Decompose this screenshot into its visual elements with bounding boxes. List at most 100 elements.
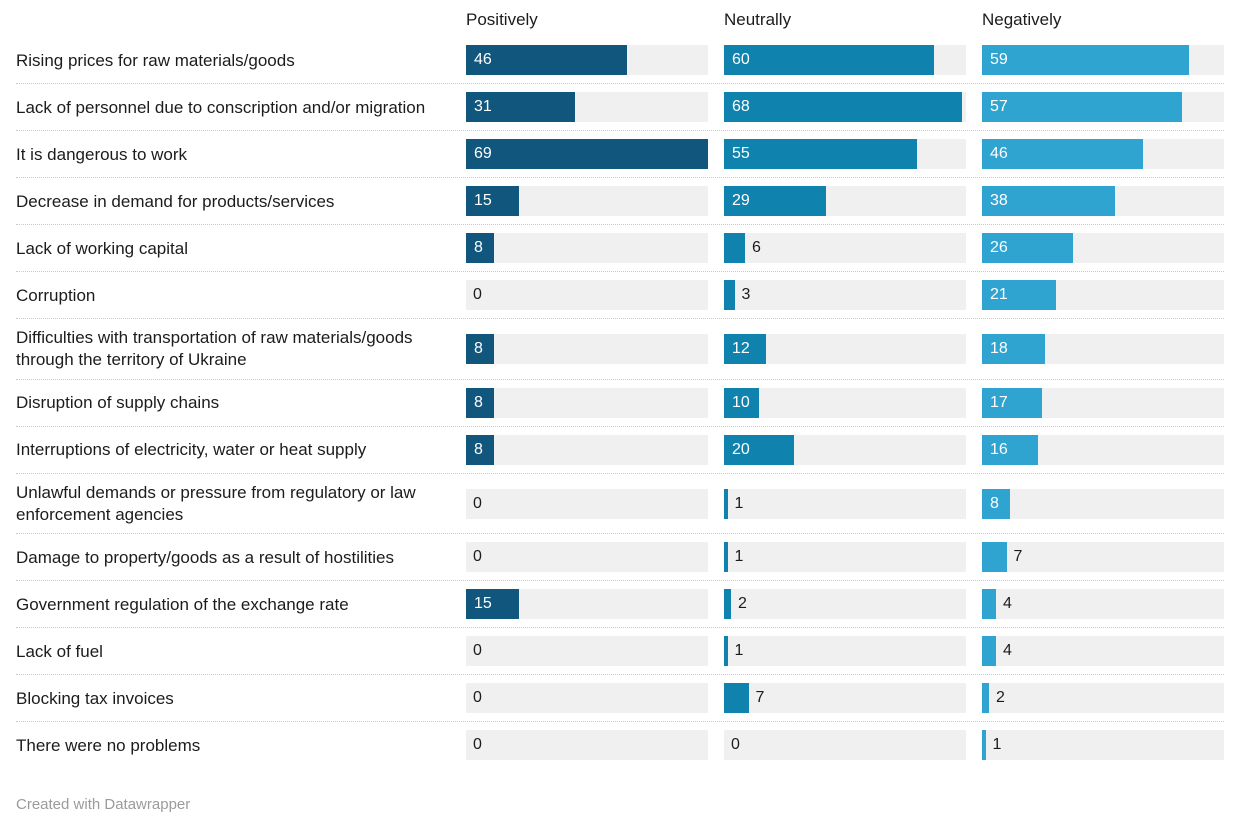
bar-track: 18 <box>982 334 1224 365</box>
bar-cell-neutrally: 6 <box>724 233 966 264</box>
bar-negatively[interactable] <box>982 730 986 761</box>
bar-negatively[interactable] <box>982 233 1074 264</box>
bar-negatively[interactable] <box>982 92 1182 123</box>
bar-value-label: 2 <box>738 595 747 613</box>
bar-cell-negatively: 1 <box>982 730 1224 761</box>
bar-neutrally[interactable] <box>724 139 917 170</box>
bar-neutrally[interactable] <box>724 280 735 311</box>
column-header-negatively: Negatively <box>982 10 1062 29</box>
bar-positively[interactable] <box>466 334 495 365</box>
bar-neutrally[interactable] <box>724 683 749 714</box>
category-label: Lack of fuel <box>16 641 103 661</box>
bar-negatively[interactable] <box>982 542 1007 573</box>
bar-track: 60 <box>724 45 966 76</box>
bar-neutrally[interactable] <box>724 542 728 573</box>
table-row: Corruption 0 3 21 <box>16 272 1224 320</box>
bar-cell-neutrally: 1 <box>724 636 966 667</box>
bar-positively[interactable] <box>466 434 495 465</box>
bar-value-label: 29 <box>732 192 750 210</box>
column-header-row: Positively Neutrally Negatively <box>16 8 1224 37</box>
bar-cell-neutrally: 20 <box>724 434 966 465</box>
bar-cell-neutrally: 0 <box>724 730 966 761</box>
bar-value-label: 12 <box>732 340 750 358</box>
bar-value-label: 20 <box>732 440 750 458</box>
bar-neutrally[interactable] <box>724 334 767 365</box>
bar-positively[interactable] <box>466 45 628 76</box>
bar-neutrally[interactable] <box>724 488 728 519</box>
bar-track: 8 <box>466 334 708 365</box>
bar-value-label: 57 <box>990 98 1008 116</box>
bar-track: 2 <box>982 683 1224 714</box>
category-label: Lack of working capital <box>16 238 188 258</box>
bar-neutrally[interactable] <box>724 45 935 76</box>
bar-negatively[interactable] <box>982 636 997 667</box>
table-row: Rising prices for raw materials/goods 46… <box>16 37 1224 85</box>
bar-cell-negatively: 4 <box>982 589 1224 620</box>
bar-neutrally[interactable] <box>724 589 731 620</box>
attribution-text: Created with Datawrapper <box>16 796 191 814</box>
bar-value-label: 21 <box>990 286 1008 304</box>
bar-cell-negatively: 2 <box>982 683 1224 714</box>
bar-cell-negatively: 38 <box>982 186 1224 217</box>
bar-cell-neutrally: 60 <box>724 45 966 76</box>
category-label: Unlawful demands or pressure from regula… <box>16 482 416 524</box>
bar-neutrally[interactable] <box>724 186 826 217</box>
bar-cell-positively: 15 <box>466 589 708 620</box>
bar-cell-neutrally: 10 <box>724 387 966 418</box>
bar-value-label: 7 <box>1013 548 1023 566</box>
bar-negatively[interactable] <box>982 683 989 714</box>
bar-value-label: 0 <box>473 736 482 754</box>
bar-value-label: 26 <box>990 239 1008 257</box>
bar-positively[interactable] <box>466 589 519 620</box>
bar-positively[interactable] <box>466 92 575 123</box>
bar-positively[interactable] <box>466 387 495 418</box>
bar-cell-positively: 0 <box>466 636 708 667</box>
bar-cell-neutrally: 29 <box>724 186 966 217</box>
bar-negatively[interactable] <box>982 186 1116 217</box>
bar-track: 0 <box>466 730 708 761</box>
bar-track: 8 <box>982 488 1224 519</box>
bar-value-label: 0 <box>473 494 482 512</box>
bar-negatively[interactable] <box>982 139 1144 170</box>
bar-value-label: 0 <box>473 548 482 566</box>
table-row: Unlawful demands or pressure from regula… <box>16 474 1224 535</box>
category-label: Corruption <box>16 285 96 305</box>
bar-negatively[interactable] <box>982 434 1039 465</box>
bar-negatively[interactable] <box>982 589 997 620</box>
bar-cell-neutrally: 3 <box>724 280 966 311</box>
bar-cell-positively: 8 <box>466 434 708 465</box>
bar-positively[interactable] <box>466 233 495 264</box>
bar-value-label: 8 <box>990 494 999 512</box>
bar-cell-negatively: 57 <box>982 92 1224 123</box>
category-label: It is dangerous to work <box>16 144 188 164</box>
bar-cell-negatively: 21 <box>982 280 1224 311</box>
bar-neutrally[interactable] <box>724 434 795 465</box>
bar-track: 0 <box>466 280 708 311</box>
bar-positively[interactable] <box>466 139 708 170</box>
bar-track: 8 <box>466 387 708 418</box>
bar-value-label: 1 <box>734 642 744 660</box>
bar-track: 29 <box>724 186 966 217</box>
bar-value-label: 3 <box>741 286 751 304</box>
bar-negatively[interactable] <box>982 387 1042 418</box>
table-row: Difficulties with transportation of raw … <box>16 319 1224 380</box>
table-row: Decrease in demand for products/services… <box>16 178 1224 226</box>
bar-track: 46 <box>982 139 1224 170</box>
bar-negatively[interactable] <box>982 488 1011 519</box>
category-label: Decrease in demand for products/services <box>16 191 335 211</box>
bar-negatively[interactable] <box>982 280 1056 311</box>
bar-track: 0 <box>466 636 708 667</box>
bar-negatively[interactable] <box>982 45 1189 76</box>
bar-neutrally[interactable] <box>724 92 963 123</box>
bar-value-label: 55 <box>732 145 750 163</box>
table-row: Interruptions of electricity, water or h… <box>16 427 1224 474</box>
bar-neutrally[interactable] <box>724 387 760 418</box>
bar-value-label: 1 <box>734 548 744 566</box>
bar-neutrally[interactable] <box>724 233 746 264</box>
bar-value-label: 2 <box>996 689 1005 707</box>
bar-positively[interactable] <box>466 186 519 217</box>
bar-track: 0 <box>466 542 708 573</box>
bar-negatively[interactable] <box>982 334 1046 365</box>
bar-track: 0 <box>466 488 708 519</box>
bar-neutrally[interactable] <box>724 636 728 667</box>
